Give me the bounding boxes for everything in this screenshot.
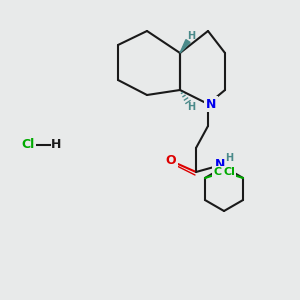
Text: N: N bbox=[215, 158, 225, 172]
Text: Cl: Cl bbox=[213, 167, 225, 177]
Text: H: H bbox=[225, 153, 233, 163]
Text: N: N bbox=[206, 98, 216, 110]
Text: Cl: Cl bbox=[21, 139, 34, 152]
Text: H: H bbox=[187, 102, 195, 112]
Text: Cl: Cl bbox=[223, 167, 235, 177]
Polygon shape bbox=[180, 40, 190, 53]
Text: H: H bbox=[187, 31, 195, 41]
Text: O: O bbox=[166, 154, 176, 166]
Text: H: H bbox=[51, 139, 61, 152]
